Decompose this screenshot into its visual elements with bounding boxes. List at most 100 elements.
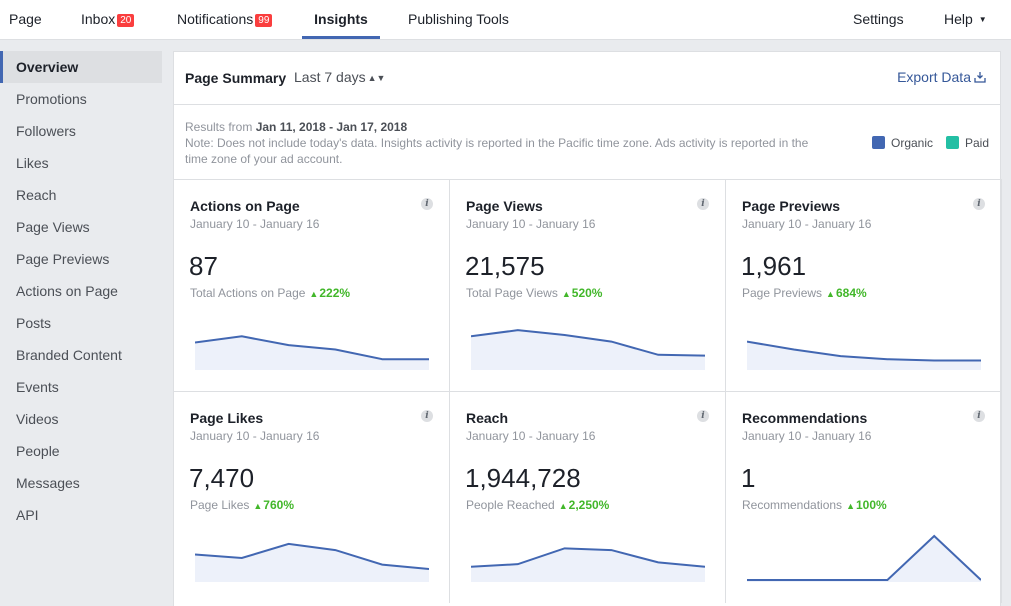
info-icon[interactable]: i [697,198,709,210]
card-dates: January 10 - January 16 [466,217,596,231]
card-value: 87 [189,251,218,281]
card-value: 1 [741,463,756,493]
legend-paid: Paid [946,136,989,150]
info-icon[interactable]: i [421,198,433,210]
sidebar-item-posts[interactable]: Posts [16,315,52,331]
sidebar-item-people[interactable]: People [16,443,60,459]
sidebar-item-branded-content[interactable]: Branded Content [16,347,122,363]
trend-sparkline [195,335,429,370]
sidebar-item-videos[interactable]: Videos [16,411,59,427]
sidebar-item-likes[interactable]: Likes [16,155,49,171]
nav-tab-label: Inbox [81,11,116,27]
notifications-count-badge: 99 [255,14,273,27]
info-icon[interactable]: i [421,410,433,422]
nav-tab-label: Page [9,11,42,27]
change-badge: ▲760% [253,498,294,512]
summary-header: Page Summary Last 7 days ▲▼ Export Data [174,52,1000,105]
nav-tab-notifications[interactable]: Notifications 99 [177,0,273,40]
change-badge: ▲222% [309,286,350,300]
card-subtitle: Total Actions on Page ▲222% [190,286,350,300]
metric-card-reach[interactable]: Reach i January 10 - January 16 1,944,728 Pe… [450,391,726,603]
settings-label: Settings [853,11,904,27]
sparkline-area [471,330,705,370]
change-percent: 100% [855,498,887,512]
results-notes: Results from Jan 11, 2018 - Jan 17, 2018… [185,119,825,167]
metric-card-recommendations[interactable]: Recommendations i January 10 - January 16 1… [726,391,1002,603]
help-menu[interactable]: Help ▼ [944,0,987,40]
info-icon[interactable]: i [973,198,985,210]
sparkline-line [747,534,981,581]
date-range-select[interactable]: Last 7 days ▲▼ [294,69,385,85]
results-dates: Jan 11, 2018 - Jan 17, 2018 [255,120,408,134]
change-badge: ▲520% [562,286,603,300]
nav-tab-publishing-tools[interactable]: Publishing Tools [408,0,509,40]
card-value: 1,944,728 [465,463,581,493]
sidebar-item-messages[interactable]: Messages [16,475,80,491]
up-arrow-icon: ▲ [309,289,319,299]
sparkline-area [471,548,705,582]
card-title: Page Likes [190,410,264,426]
metric-card-actions-on-page[interactable]: Actions on Page i January 10 - January 16 8… [174,179,450,391]
info-icon[interactable]: i [973,410,985,422]
metric-card-page-previews[interactable]: Page Previews i January 10 - January 16 1,9… [726,179,1002,391]
sidebar-item-overview[interactable]: Overview [0,51,162,83]
sidebar-item-actions-on-page[interactable]: Actions on Page [16,283,118,299]
nav-tab-inbox[interactable]: Inbox 20 [81,0,135,40]
sidebar-item-followers[interactable]: Followers [16,123,76,139]
up-arrow-icon: ▲ [846,501,855,511]
sidebar-item-promotions[interactable]: Promotions [16,91,87,107]
info-icon[interactable]: i [697,410,709,422]
help-label: Help [944,11,973,27]
sidebar-item-page-previews[interactable]: Page Previews [16,251,110,267]
metric-card-page-views[interactable]: Page Views i January 10 - January 16 21,575… [450,179,726,391]
sidebar-item-api[interactable]: API [16,507,39,523]
sparkline-area [195,336,429,370]
trend-sparkline [471,329,705,370]
card-value: 21,575 [465,251,545,281]
sparkline-line [471,547,705,568]
sidebar-item-page-views[interactable]: Page Views [16,219,90,235]
card-subtitle-label: People Reached [466,498,555,512]
metric-card-page-likes[interactable]: Page Likes i January 10 - January 16 7,470 P… [174,391,450,603]
sparkline-line [195,335,429,361]
up-arrow-icon: ▲ [826,289,835,299]
results-prefix: Results from [185,120,256,134]
card-value: 7,470 [189,463,255,493]
legend-label: Organic [891,136,934,150]
change-percent: 2,250% [568,498,610,512]
export-data-button[interactable]: Export Data [897,69,986,85]
sidebar-item-events[interactable]: Events [16,379,59,395]
card-dates: January 10 - January 16 [190,217,320,231]
up-arrow-icon: ▲ [253,501,263,511]
settings-link[interactable]: Settings [853,0,904,40]
legend-label: Paid [965,136,990,150]
card-subtitle: Page Likes ▲760% [190,498,294,512]
nav-tab-label: Notifications [177,11,254,27]
card-subtitle-label: Page Previews [742,286,823,300]
card-subtitle: Total Page Views ▲520% [466,286,602,300]
caret-down-icon: ▼ [978,15,987,24]
inbox-count-badge: 20 [117,14,135,27]
sparkline-area [747,341,981,370]
sort-updown-icon: ▲▼ [367,73,386,83]
change-badge: ▲684% [826,286,867,300]
trend-sparkline [471,547,705,582]
sidebar: Overview Promotions Followers Likes Reach Pag… [0,51,162,531]
nav-tab-page[interactable]: Page [9,0,42,40]
card-dates: January 10 - January 16 [466,429,596,443]
download-icon [974,72,986,83]
card-dates: January 10 - January 16 [742,429,872,443]
card-subtitle: Page Previews ▲684% [742,286,867,300]
card-subtitle-label: Page Likes [190,498,250,512]
card-subtitle-label: Recommendations [742,498,843,512]
sparkline-line [195,542,429,570]
card-title: Reach [466,410,509,426]
trend-sparkline [195,542,429,582]
nav-tab-insights[interactable]: Insights [302,0,380,39]
card-title: Page Previews [742,198,841,214]
card-title: Page Views [466,198,543,214]
card-value: 1,961 [741,251,807,281]
trend-sparkline [747,340,981,370]
sidebar-item-reach[interactable]: Reach [16,187,57,203]
card-subtitle: People Reached ▲2,250% [466,498,609,512]
